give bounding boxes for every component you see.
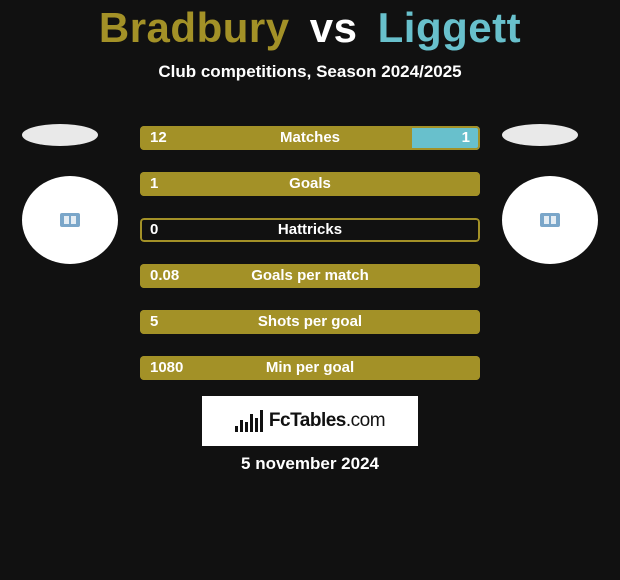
vs-text: vs bbox=[310, 4, 358, 51]
stat-label: Min per goal bbox=[140, 356, 480, 380]
left-player-avatar bbox=[22, 176, 118, 264]
player2-name: Liggett bbox=[378, 4, 521, 51]
date-text: 5 november 2024 bbox=[0, 454, 620, 474]
logo-bar-segment bbox=[250, 414, 253, 432]
left-ellipse-shape bbox=[22, 124, 98, 146]
stat-row: 5Shots per goal bbox=[140, 310, 480, 334]
right-player-avatar bbox=[502, 176, 598, 264]
logo-bar-segment bbox=[235, 426, 238, 432]
logo-text-main: FcTables bbox=[269, 410, 346, 431]
fctables-logo: FcTables.com bbox=[202, 396, 418, 446]
stat-label: Goals per match bbox=[140, 264, 480, 288]
stat-label: Goals bbox=[140, 172, 480, 196]
right-avatar-badge-icon bbox=[540, 213, 560, 227]
right-ellipse-shape bbox=[502, 124, 578, 146]
left-avatar-badge-icon bbox=[60, 213, 80, 227]
subtitle: Club competitions, Season 2024/2025 bbox=[0, 62, 620, 82]
stat-row: 0.08Goals per match bbox=[140, 264, 480, 288]
logo-text: FcTables.com bbox=[269, 410, 385, 432]
comparison-title: Bradbury vs Liggett bbox=[0, 0, 620, 52]
stat-row: 121Matches bbox=[140, 126, 480, 150]
logo-text-suffix: .com bbox=[346, 410, 385, 431]
comparison-bars: 121Matches 1Goals 0Hattricks 0.08Goals per … bbox=[140, 126, 480, 402]
stat-row: 0Hattricks bbox=[140, 218, 480, 242]
logo-bar-segment bbox=[260, 410, 263, 432]
stat-row: 1080Min per goal bbox=[140, 356, 480, 380]
logo-bar-segment bbox=[245, 422, 248, 432]
stat-row: 1Goals bbox=[140, 172, 480, 196]
logo-bars-icon bbox=[235, 410, 263, 432]
stat-label: Hattricks bbox=[140, 218, 480, 242]
logo-bar-segment bbox=[240, 420, 243, 432]
stat-label: Matches bbox=[140, 126, 480, 150]
player1-name: Bradbury bbox=[99, 4, 290, 51]
stat-label: Shots per goal bbox=[140, 310, 480, 334]
logo-bar-segment bbox=[255, 418, 258, 432]
